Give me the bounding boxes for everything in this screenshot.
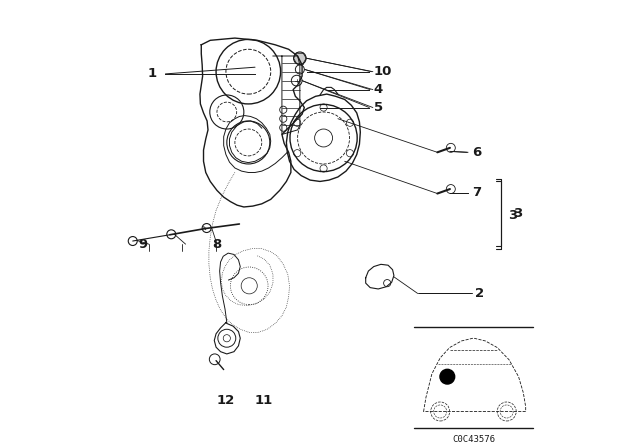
Text: 8: 8 bbox=[212, 237, 221, 251]
Text: 10: 10 bbox=[374, 65, 392, 78]
Text: 11: 11 bbox=[255, 394, 273, 408]
Text: 4: 4 bbox=[374, 83, 383, 96]
Text: 3: 3 bbox=[513, 207, 522, 220]
Text: 1: 1 bbox=[148, 67, 157, 81]
Circle shape bbox=[440, 369, 454, 384]
Text: 6: 6 bbox=[472, 146, 481, 159]
Text: 3: 3 bbox=[508, 208, 517, 222]
Text: 12: 12 bbox=[217, 394, 236, 408]
Text: 5: 5 bbox=[374, 101, 383, 114]
Text: 7: 7 bbox=[472, 186, 481, 199]
Text: 2: 2 bbox=[475, 287, 484, 300]
Circle shape bbox=[294, 52, 306, 65]
Text: 9: 9 bbox=[139, 237, 148, 251]
Text: C0C43576: C0C43576 bbox=[452, 435, 495, 444]
